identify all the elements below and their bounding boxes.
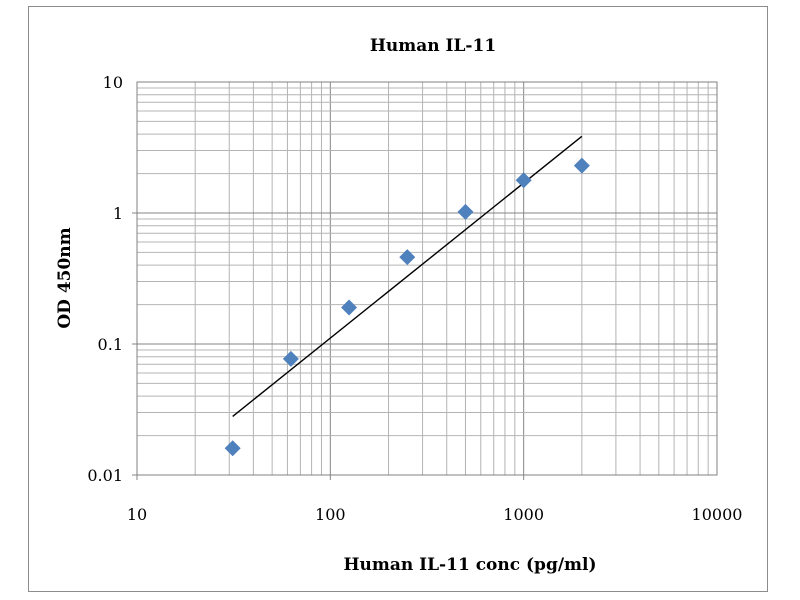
data-points xyxy=(224,157,590,457)
data-point xyxy=(399,249,416,266)
plot-area-border xyxy=(136,81,718,476)
x-tick-label: 10 xyxy=(127,505,147,524)
y-tick-label: 0.1 xyxy=(98,335,123,354)
x-tick-label: 1000 xyxy=(503,505,544,524)
y-tick-labels: 0.01 0.1 1 10 xyxy=(87,73,123,485)
y-axis-label: OD 450nm xyxy=(55,227,75,328)
chart-title: Human IL-11 xyxy=(370,36,496,56)
x-tick-label: 100 xyxy=(315,505,346,524)
chart-frame xyxy=(28,6,768,592)
grid xyxy=(132,82,717,480)
data-point xyxy=(224,440,241,457)
x-tick-labels: 10 100 1000 10000 xyxy=(127,505,743,524)
data-point xyxy=(282,350,299,367)
y-tick-label: 0.01 xyxy=(87,466,123,485)
x-tick-label: 10000 xyxy=(692,505,743,524)
data-point xyxy=(457,203,474,220)
y-tick-label: 10 xyxy=(103,73,123,92)
x-axis-label: Human IL-11 conc (pg/ml) xyxy=(343,555,596,575)
data-point xyxy=(341,299,358,316)
data-point xyxy=(573,157,590,174)
data-point xyxy=(515,172,532,189)
y-tick-label: 1 xyxy=(113,204,123,223)
